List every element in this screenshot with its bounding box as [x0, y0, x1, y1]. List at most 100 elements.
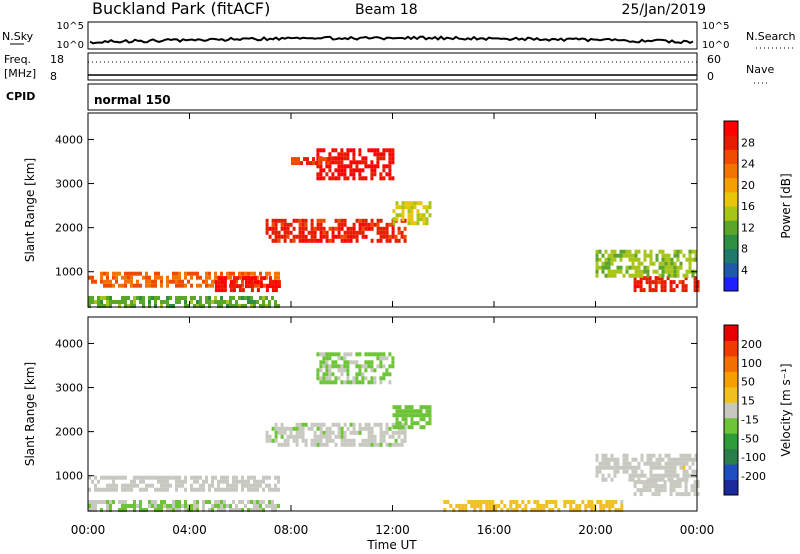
velocity-cell: [88, 504, 91, 508]
velocity-cell: [397, 430, 401, 435]
power-cell: [160, 279, 163, 284]
velocity-cell: [235, 487, 238, 492]
velocity-cell: [250, 508, 253, 512]
velocity-cell: [235, 504, 238, 508]
velocity-cell: [145, 508, 148, 512]
velocity-cell: [443, 508, 447, 512]
velocity-cell: [175, 487, 178, 492]
velocity-cell: [277, 430, 281, 435]
power-cell: [91, 279, 94, 284]
velocity-cell: [569, 508, 573, 512]
power-cell: [352, 234, 356, 239]
power-cell: [253, 300, 256, 304]
power-cell: [268, 300, 271, 304]
power-cell: [358, 218, 362, 223]
power-cell: [226, 304, 229, 308]
power-cell: [157, 275, 160, 280]
power-cell: [250, 276, 254, 281]
power-cell: [352, 172, 356, 177]
velocity-cell: [391, 360, 395, 365]
power-cell: [232, 296, 235, 300]
power-cell: [298, 230, 302, 235]
power-cell: [319, 218, 323, 223]
velocity-cell: [392, 413, 396, 418]
power-cell: [628, 265, 632, 270]
velocity-x-tick-label: 00:00: [680, 523, 715, 537]
power-cell: [394, 238, 398, 243]
velocity-cell: [334, 442, 338, 447]
power-cell: [283, 238, 287, 243]
power-cell: [398, 205, 402, 210]
power-cell: [376, 164, 380, 169]
velocity-cell: [295, 422, 299, 427]
power-cell: [640, 269, 644, 274]
velocity-cell: [685, 457, 689, 462]
velocity-cell: [410, 417, 414, 422]
power-cell: [337, 168, 341, 173]
power-cell: [401, 205, 405, 210]
velocity-cell: [340, 430, 344, 435]
power-cell: [693, 288, 697, 293]
power-cell: [340, 226, 344, 231]
velocity-cell: [622, 453, 626, 458]
power-cell: [601, 265, 605, 270]
velocity-cell: [196, 500, 199, 504]
power-cell: [634, 273, 638, 278]
velocity-cell: [160, 475, 163, 480]
velocity-cell: [670, 457, 674, 462]
velocity-cell: [352, 438, 356, 443]
power-cell: [250, 271, 253, 276]
power-cell: [673, 269, 677, 274]
power-cell: [670, 261, 674, 266]
power-cell: [154, 304, 157, 308]
power-cell: [217, 300, 220, 304]
velocity-cell: [601, 473, 605, 478]
velocity-cell: [622, 469, 626, 474]
velocity-cell: [428, 421, 432, 426]
power-cell: [316, 238, 320, 243]
velocity-cell: [337, 430, 341, 435]
power-cell: [361, 176, 365, 181]
power-cell: [322, 168, 326, 173]
velocity-cell: [628, 477, 632, 482]
power-cell: [106, 304, 109, 308]
power-cell: [118, 304, 121, 308]
power-cell: [407, 217, 411, 222]
velocity-cell: [643, 461, 647, 466]
velocity-cell: [361, 376, 365, 381]
power-colorbar-swatch: [724, 276, 738, 292]
power-cell: [301, 218, 305, 223]
velocity-cell: [355, 360, 359, 365]
velocity-cell: [274, 475, 277, 480]
velocity-cell: [676, 477, 680, 482]
velocity-cell: [367, 430, 371, 435]
power-cell: [619, 265, 623, 270]
power-cell: [637, 273, 641, 278]
velocity-cell: [616, 469, 620, 474]
velocity-cell: [268, 487, 271, 492]
power-cell: [109, 283, 112, 288]
power-cell: [613, 257, 617, 262]
velocity-colorbar-swatch: [724, 340, 738, 357]
velocity-cell: [313, 442, 317, 447]
velocity-cell: [352, 422, 356, 427]
velocity-cell: [217, 479, 220, 484]
power-cell: [268, 280, 272, 285]
velocity-cell: [515, 500, 519, 504]
power-cell: [175, 296, 178, 300]
velocity-cell: [590, 508, 594, 512]
velocity-cell: [160, 500, 163, 504]
velocity-cell: [428, 413, 432, 418]
velocity-cell: [678, 484, 682, 489]
velocity-cell: [391, 356, 395, 361]
velocity-cell: [649, 469, 653, 474]
velocity-cell: [220, 479, 223, 484]
power-cell: [370, 160, 374, 165]
power-cell: [211, 283, 214, 288]
velocity-cell: [358, 352, 362, 357]
power-cell: [214, 296, 217, 300]
velocity-cell: [382, 430, 386, 435]
power-cell: [103, 271, 106, 276]
power-cell: [670, 269, 674, 274]
velocity-cell: [115, 475, 118, 480]
